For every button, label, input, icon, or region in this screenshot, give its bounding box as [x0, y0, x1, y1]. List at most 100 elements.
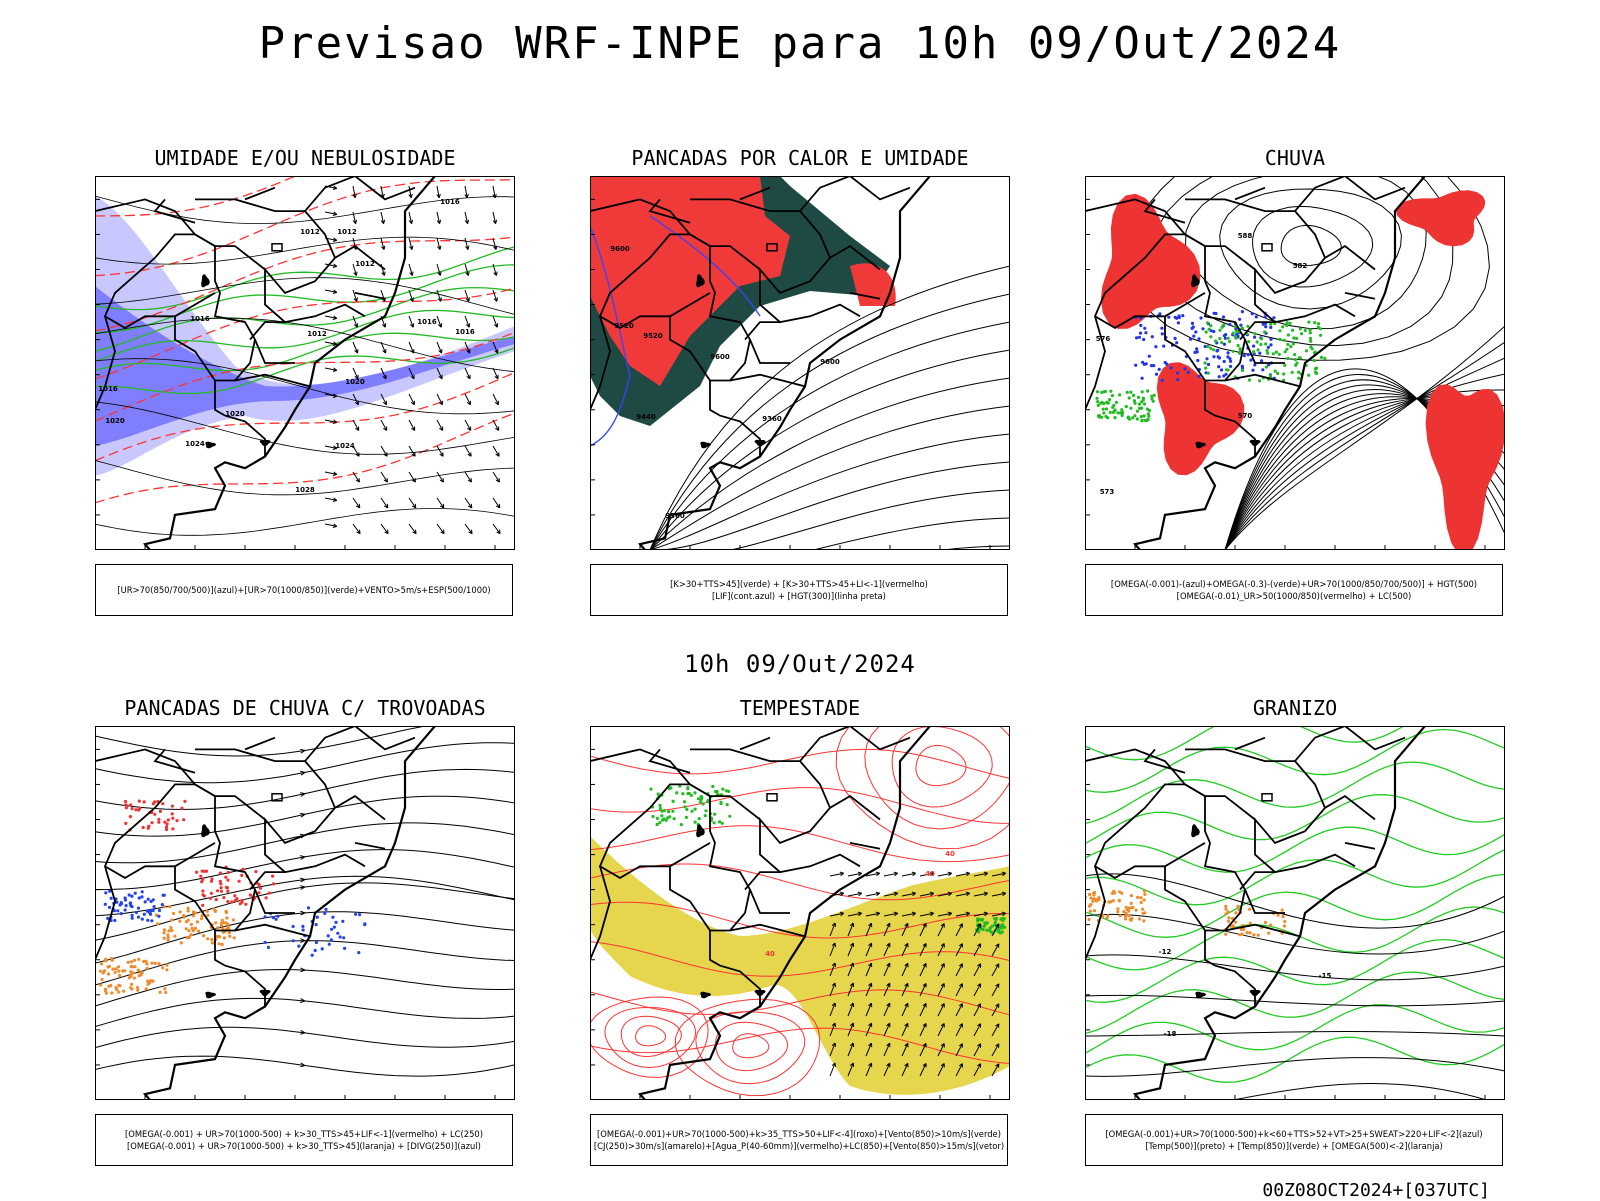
omega-green-dot [1298, 356, 1302, 360]
omega-blue-dot [1226, 351, 1230, 355]
omega-orange-dot [1231, 916, 1235, 921]
omega-orange-dot [1097, 896, 1101, 900]
water-contour [590, 996, 709, 1078]
wind-vector [465, 271, 470, 276]
red-dot [218, 871, 222, 875]
wind-vector [436, 193, 441, 199]
wind-vector [886, 1042, 891, 1048]
border-line [95, 198, 266, 457]
contour-label: 9360 [762, 415, 782, 423]
blue-dot [150, 919, 154, 923]
wind-vector [847, 942, 854, 957]
wind-vector [380, 367, 387, 380]
omega-orange-dot [1234, 911, 1238, 915]
orange-dot [215, 934, 219, 938]
temp850-contour [1085, 971, 1505, 1035]
wind-vector [973, 923, 982, 937]
wind-vector [977, 943, 982, 948]
blue-dot [334, 920, 338, 924]
wind-vector [919, 912, 934, 917]
wind-vector [958, 1003, 963, 1008]
temp850-contour [1085, 849, 1505, 906]
contour-label: 9520 [643, 332, 663, 340]
wind-green-dot [671, 809, 675, 813]
humidity-low-contour [95, 332, 515, 372]
omega-blue-dot [1194, 330, 1198, 334]
wind-vector [492, 341, 499, 354]
border-line [744, 321, 780, 341]
wind-vector [847, 912, 862, 917]
blue-dot [129, 904, 133, 908]
border-line [598, 783, 711, 879]
omega-green-dot [1285, 323, 1289, 328]
orange-dot [231, 918, 235, 922]
wind-vector [965, 871, 971, 877]
wind-vector [973, 872, 988, 877]
wind-vector [883, 962, 891, 977]
omega-green-dot [1316, 322, 1321, 326]
wind-vector [332, 523, 338, 528]
omega-green-dot [1290, 328, 1295, 332]
omega-green-dot [1274, 350, 1278, 354]
omega-orange-dot [1142, 898, 1146, 902]
wind-vector [464, 419, 472, 431]
border-line [215, 795, 266, 821]
contour-label: 588 [1238, 232, 1253, 240]
panel-legend: [OMEGA(-0.001)+UR>70(1000-500)+k>35_TTS>… [590, 1114, 1008, 1166]
blue-dot [161, 893, 165, 897]
wind-vector [973, 1063, 982, 1077]
wind-vector [464, 193, 469, 199]
omega-orange-dot [1141, 911, 1145, 915]
model-run-label: 00Z08OCT2024+[037UTC] [1262, 1180, 1490, 1201]
wind-vector [436, 393, 443, 405]
wind-green-dot [728, 814, 732, 818]
omega-orange-dot [1134, 908, 1138, 912]
wind-vector [436, 219, 442, 225]
red-dot [129, 803, 133, 807]
blue-dot [145, 909, 149, 913]
border-line [153, 198, 196, 224]
layers: 40 40 40 [590, 726, 1010, 1097]
blue-dot [266, 945, 271, 949]
orange-dot [133, 958, 137, 962]
omega-green-dot [1281, 325, 1285, 329]
panel-title: TEMPESTADE [739, 696, 861, 720]
omega-green-dot [1264, 365, 1268, 369]
blue-dot [336, 931, 340, 935]
omega-orange-dot [1117, 898, 1121, 902]
orange-dot [186, 918, 190, 922]
omega-green-dot [1206, 344, 1210, 348]
capital-box [271, 793, 283, 802]
panel-title: GRANIZO [1252, 696, 1338, 720]
thickness-contour [95, 287, 515, 380]
omega-green-dot [1209, 335, 1213, 339]
omega-blue-dot [1163, 360, 1167, 365]
omega-blue-dot [1240, 366, 1245, 370]
omega-blue-dot [1152, 364, 1156, 368]
temp500-contour [1085, 994, 1505, 1007]
wind-vector [847, 982, 854, 997]
wind-vector [409, 245, 414, 250]
orange-dot [165, 968, 169, 972]
omega-blue-dot [1224, 372, 1228, 376]
orange-dot [157, 962, 161, 966]
contour-label: 1024 [335, 442, 355, 450]
omega-green-dot [1294, 363, 1298, 367]
orange-dot [202, 934, 206, 938]
wind-vector [831, 1022, 836, 1027]
wind-vector [857, 911, 863, 917]
capital-box [1261, 243, 1273, 252]
omega-orange-dot [1234, 920, 1238, 924]
wind-vector [995, 943, 1000, 948]
coastline [637, 726, 932, 1100]
omega-blue-dot [1150, 335, 1154, 339]
omega-blue-dot [1236, 334, 1240, 338]
border-line [710, 795, 761, 821]
wind-vector [383, 478, 388, 483]
wind-vector [977, 1003, 982, 1008]
lake [1249, 439, 1261, 447]
wind-green-dot [703, 814, 707, 818]
omega-orange-dot [1263, 920, 1268, 924]
border-line [729, 923, 806, 938]
wind-vector [380, 393, 387, 405]
